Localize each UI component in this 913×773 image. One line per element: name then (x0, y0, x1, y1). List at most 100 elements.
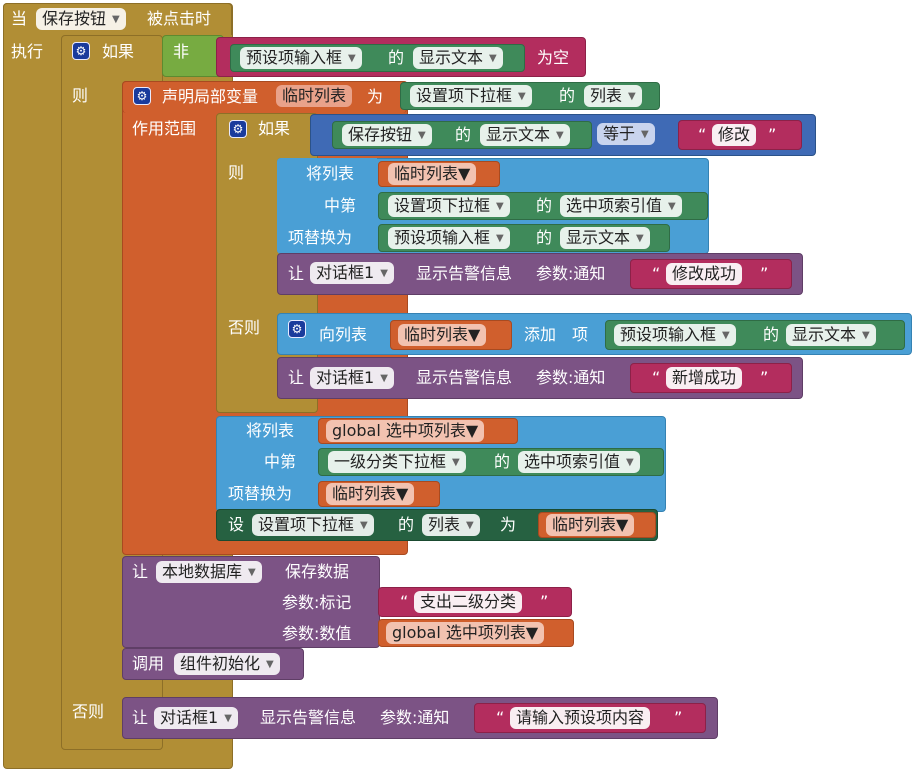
outer-getter-component-value: 预设项输入框 (246, 48, 343, 67)
replace1-value-of-label: 的 (536, 228, 553, 247)
replace1-index-component-dropdown[interactable]: 设置项下拉框 ▼ (388, 195, 510, 217)
not-block[interactable] (162, 35, 224, 77)
replace1-var-value: 临时列表 (394, 164, 459, 183)
gear-icon[interactable]: ⚙ (133, 87, 151, 105)
inner-getter-component-value: 保存按钮 (348, 125, 413, 144)
replace1-var-dropdown[interactable]: 临时列表▼ (388, 163, 477, 185)
chevron-down-icon: ▼ (641, 128, 649, 140)
alert-modified-component-dropdown[interactable]: 对话框1 ▼ (310, 262, 394, 284)
chevron-down-icon: ▼ (556, 129, 564, 141)
replace-block-1-mask (277, 158, 377, 254)
chevron-down-icon: ▼ (489, 52, 497, 64)
store-component-dropdown[interactable]: 本地数据库 ▼ (156, 561, 262, 583)
add-item-component-dropdown[interactable]: 预设项输入框 ▼ (614, 324, 736, 346)
chevron-down-icon: ▼ (496, 200, 504, 212)
replace2-list-label: 将列表 (246, 421, 295, 440)
inner-then-label: 则 (228, 163, 245, 182)
call-init-proc-dropdown[interactable]: 组件初始化 ▼ (174, 653, 280, 675)
gear-icon[interactable]: ⚙ (229, 120, 247, 138)
replace2-index-component-value: 一级分类下拉框 (334, 452, 447, 471)
quote-close: ” (674, 708, 683, 727)
chevron-down-icon: ▼ (348, 52, 356, 64)
inner-getter-of-label: 的 (455, 125, 472, 144)
replace2-index-prop-dropdown[interactable]: 选中项索引值 ▼ (518, 451, 640, 473)
alert-modified-string-field[interactable]: 修改成功 (666, 263, 743, 285)
replace2-var-value: global 选中项列表 (332, 421, 466, 440)
alert-added-string-value: 新增成功 (672, 368, 737, 387)
alert-input-component-dropdown[interactable]: 对话框1 ▼ (154, 707, 238, 729)
outer-getter-of-label: 的 (388, 48, 405, 67)
chevron-down-icon: ▼ (468, 325, 481, 344)
alert-input-string-field[interactable]: 请输入预设项内容 (510, 707, 651, 729)
chevron-down-icon: ▼ (518, 90, 526, 102)
alert-modified-method-label: 显示告警信息 (416, 264, 513, 283)
local-getter-prop-dropdown[interactable]: 列表 ▼ (584, 85, 642, 107)
local-getter-of-label: 的 (559, 86, 576, 105)
event-do-label: 执行 (11, 42, 44, 61)
quote-open: “ (652, 368, 661, 387)
store-tag-string-field[interactable]: 支出二级分类 (414, 591, 523, 613)
alert-added-method-label: 显示告警信息 (416, 368, 513, 387)
event-clicked-label: 被点击时 (147, 9, 212, 28)
outer-then-label: 则 (72, 86, 89, 105)
alert-added-string-field[interactable]: 新增成功 (666, 367, 743, 389)
chevron-down-icon: ▼ (862, 329, 870, 341)
store-value-label: 参数:数值 (282, 624, 352, 643)
quote-close: ” (760, 264, 769, 283)
replace1-value-component-value: 预设项输入框 (394, 228, 491, 247)
set-elements-prop-dropdown[interactable]: 列表 ▼ (422, 514, 480, 536)
replace1-index-of-label: 的 (536, 196, 553, 215)
chevron-down-icon: ▼ (636, 232, 644, 244)
replace1-index-prop-dropdown[interactable]: 选中项索引值 ▼ (560, 195, 682, 217)
inner-getter-prop-dropdown[interactable]: 显示文本 ▼ (480, 124, 570, 146)
local-var-name-field[interactable]: 临时列表 (276, 85, 353, 107)
gear-icon[interactable]: ⚙ (288, 320, 306, 338)
chevron-down-icon: ▼ (668, 200, 676, 212)
chevron-down-icon: ▼ (496, 232, 504, 244)
add-item-var-value: 临时列表 (404, 325, 469, 344)
event-component-dropdown[interactable]: 保存按钮 ▼ (36, 8, 126, 30)
chevron-down-icon: ▼ (266, 658, 274, 670)
chevron-down-icon: ▼ (722, 329, 730, 341)
local-getter-component-dropdown[interactable]: 设置项下拉框 ▼ (410, 85, 532, 107)
outer-getter-prop-dropdown[interactable]: 显示文本 ▼ (413, 47, 503, 69)
inner-else-label: 否则 (228, 318, 261, 337)
replace2-value-var-dropdown[interactable]: 临时列表▼ (326, 483, 415, 505)
local-getter-prop-value: 列表 (590, 86, 623, 105)
event-component-value: 保存按钮 (42, 9, 107, 28)
set-elements-prop-value: 列表 (428, 515, 461, 534)
compare-op-dropdown[interactable]: 等于 ▼ (597, 123, 655, 145)
alert-added-component-dropdown[interactable]: 对话框1 ▼ (310, 367, 394, 389)
chevron-down-icon: ▼ (465, 421, 479, 440)
add-item-var-dropdown[interactable]: 临时列表▼ (398, 324, 487, 346)
replace1-value-prop-value: 显示文本 (566, 228, 631, 247)
gear-icon[interactable]: ⚙ (72, 42, 90, 60)
alert-added-component-value: 对话框1 (316, 368, 375, 387)
chevron-down-icon: ▼ (396, 484, 409, 503)
chevron-down-icon: ▼ (616, 515, 629, 534)
outer-getter-component-dropdown[interactable]: 预设项输入框 ▼ (240, 47, 362, 69)
add-item-add-label: 添加 (524, 325, 557, 344)
set-elements-var-dropdown[interactable]: 临时列表▼ (546, 514, 635, 536)
store-tag-label: 参数:标记 (282, 593, 352, 612)
chevron-down-icon: ▼ (248, 566, 256, 578)
replace2-index-component-dropdown[interactable]: 一级分类下拉框 ▼ (328, 451, 466, 473)
set-elements-var-value: 临时列表 (552, 515, 617, 534)
store-call-label: 让 (132, 562, 149, 581)
add-item-item-label: 项 (572, 325, 589, 344)
replace1-value-component-dropdown[interactable]: 预设项输入框 ▼ (388, 227, 510, 249)
replace1-list-label: 将列表 (306, 164, 355, 183)
inner-getter-component-dropdown[interactable]: 保存按钮 ▼ (342, 124, 432, 146)
store-value-var-dropdown[interactable]: global 选中项列表▼ (386, 622, 545, 644)
chevron-down-icon: ▼ (224, 712, 232, 724)
add-item-prop-dropdown[interactable]: 显示文本 ▼ (786, 324, 876, 346)
replace2-var-dropdown[interactable]: global 选中项列表▼ (326, 420, 485, 442)
replace2-replace-label: 项替换为 (228, 484, 293, 503)
set-elements-component-dropdown[interactable]: 设置项下拉框 ▼ (252, 514, 374, 536)
replace1-index-label: 中第 (324, 196, 357, 215)
alert-modified-call-label: 让 (288, 264, 305, 283)
chevron-down-icon: ▼ (380, 267, 388, 279)
replace1-value-prop-dropdown[interactable]: 显示文本 ▼ (560, 227, 650, 249)
alert-input-method-label: 显示告警信息 (260, 708, 357, 727)
string-modify-field[interactable]: 修改 (712, 124, 757, 146)
